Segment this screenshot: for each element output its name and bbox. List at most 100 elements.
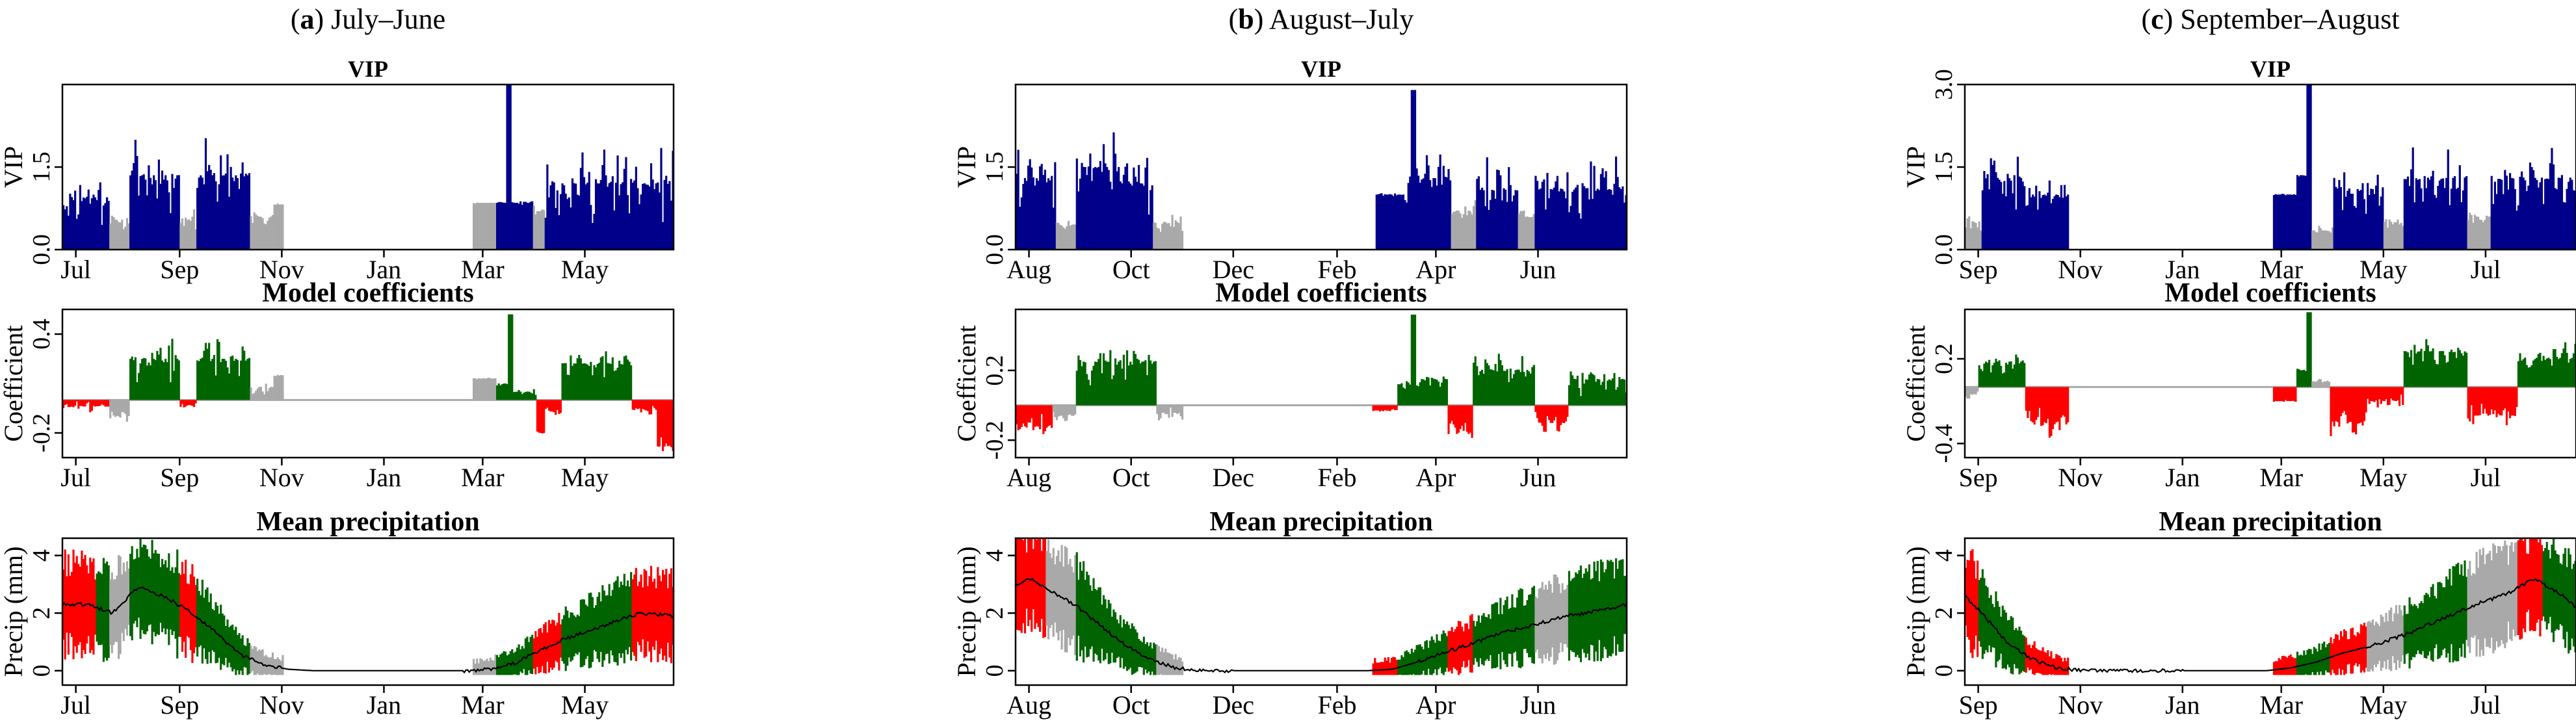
vip-bar (1429, 180, 1432, 250)
ytick-label: -0.4 (1930, 424, 1958, 463)
coef-bar (1579, 396, 1583, 406)
precip-bar (527, 642, 531, 671)
coef-bar (2542, 356, 2545, 387)
vip-bar (2350, 193, 2352, 250)
coef-bar (655, 400, 657, 410)
vip-bar (575, 183, 577, 250)
vip-bar (2045, 196, 2047, 250)
coef-bar (1079, 359, 1082, 406)
coef-bar (1164, 405, 1167, 414)
precip-bar (2288, 655, 2291, 675)
ytick-label: 0 (981, 664, 1008, 677)
vip-bar (2400, 222, 2402, 250)
vip-bar (1089, 153, 1092, 250)
vip-bar (192, 209, 196, 250)
coef-bar (2276, 387, 2279, 402)
coef-bar (1399, 384, 1401, 406)
precip-bar (220, 604, 222, 670)
coef-bar (166, 362, 168, 400)
coef-bar (1511, 378, 1514, 406)
coef-bar (2378, 387, 2381, 400)
coef-bar (1072, 405, 1075, 416)
coef-bar (2335, 387, 2337, 421)
coef-bar (146, 365, 148, 400)
coef-bar (1611, 378, 1614, 406)
vip-bar (2437, 185, 2439, 250)
coef-segment-negative (1016, 405, 1053, 434)
vip-bar (1174, 220, 1177, 250)
coef-bar (2315, 382, 2317, 387)
vip-bar (1169, 226, 1172, 250)
precip-bar (2330, 637, 2332, 675)
vip-segment-selected (1075, 132, 1120, 250)
vip-bar (578, 195, 581, 250)
coef-bar (2001, 373, 2004, 387)
vip-bar (1508, 167, 1510, 250)
vip-bar (244, 174, 247, 250)
vip-bar (1553, 187, 1555, 250)
vip-bar (2393, 222, 2396, 250)
coef-bar (75, 400, 78, 402)
coef-bar (1971, 387, 1974, 395)
coef-bar (2516, 387, 2518, 407)
coef-bar (2051, 387, 2055, 429)
coef-bar (141, 359, 144, 400)
coef-bar (1981, 370, 1984, 387)
coef-bar (2469, 387, 2471, 422)
vip-bar (137, 195, 140, 250)
precip-bar (474, 663, 477, 675)
xtick-label: Sep (160, 463, 199, 492)
vip-bar (77, 214, 80, 250)
vip-bar (1022, 183, 1025, 250)
vip-bar (2272, 195, 2276, 250)
precip-bar (213, 610, 215, 652)
vip-bar (122, 229, 125, 250)
coef-bar (282, 375, 284, 400)
coef-bar (549, 400, 552, 412)
coef-bar (2557, 359, 2560, 387)
coef-segment-positive (1978, 354, 2026, 387)
coef-bar (2485, 387, 2488, 414)
precip-segment-negative (2272, 654, 2297, 675)
coef-bar (1464, 405, 1467, 423)
coef-bar (579, 358, 582, 400)
coef-bar (84, 400, 86, 407)
coef-bar (1983, 363, 1986, 387)
vip-bar (524, 202, 527, 250)
vip-bar (2457, 187, 2460, 250)
coef-bar (1499, 359, 1502, 406)
coef-frame (1964, 308, 2576, 459)
vip-bar (1506, 202, 1508, 250)
coef-bar (626, 359, 629, 400)
vip-bar (2443, 188, 2446, 250)
vip-bar (1019, 207, 1021, 250)
vip-bar (571, 178, 574, 250)
coef-bar (1573, 378, 1575, 406)
vip-bar (638, 204, 641, 250)
vip-bar (1156, 228, 1159, 250)
coef-bar (112, 400, 115, 416)
precip-bar (497, 656, 500, 675)
vip-bar (2487, 216, 2490, 250)
vip-bar (1583, 186, 1586, 250)
vip-bar (1488, 209, 1490, 250)
vip-bar (1176, 222, 1179, 250)
vip-bar (1164, 222, 1167, 250)
vip-bar (62, 205, 65, 250)
coef-bar (635, 400, 637, 408)
coef-bar (668, 400, 671, 446)
vip-bar (2485, 215, 2488, 250)
coef-bar (1444, 378, 1447, 406)
coef-bar (1121, 369, 1124, 406)
precip-bar (2525, 553, 2528, 612)
xtick-label: Aug (1006, 463, 1051, 492)
coef-bar (640, 400, 642, 413)
precip-ylabel: Precip (mm) (1901, 546, 1930, 677)
coef-bar (276, 374, 279, 400)
vip-bar (2057, 194, 2059, 250)
coef-bar (1097, 359, 1100, 406)
vip-bar (265, 224, 267, 250)
vip-bar (611, 176, 614, 250)
